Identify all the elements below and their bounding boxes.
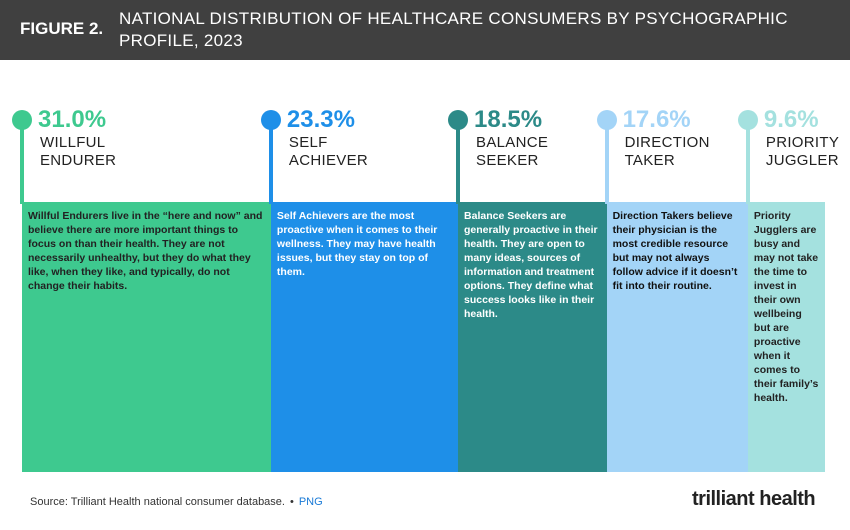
segment-percent-self-achiever: 23.3%: [286, 106, 355, 133]
segment-percent-direction-taker: 17.6%: [622, 106, 691, 133]
segment-name-direction-taker: DIRECTION TAKER: [625, 134, 710, 170]
segment-name-line2: ACHIEVER: [288, 152, 369, 169]
segment-pin-dot-willful-endurer: [12, 110, 32, 130]
segment-name-line2: JUGGLER: [765, 152, 839, 169]
segment-description-willful-endurer: Willful Endurers live in the “here and n…: [28, 210, 263, 292]
segment-pin-dot-balance-seeker: [448, 110, 469, 130]
segment-name-balance-seeker: BALANCE SEEKER: [476, 134, 548, 170]
segment-bar-priority-juggler: Priority Jugglers are busy and may not t…: [747, 202, 825, 472]
source-text: Source: Trilliant Health national consum…: [30, 496, 285, 508]
segment-description-direction-taker: Direction Takers believe their physician…: [612, 210, 738, 292]
segment-percent-balance-seeker: 18.5%: [474, 106, 543, 133]
segment-bar-direction-taker: Direction Takers believe their physician…: [606, 202, 748, 472]
segment-name-self-achiever: SELF ACHIEVER: [289, 134, 368, 170]
segment-pin-line-willful-endurer: [20, 122, 24, 204]
segment-percent-priority-juggler: 9.6%: [763, 106, 819, 133]
segment-bar-willful-endurer: Willful Endurers live in the “here and n…: [22, 202, 271, 472]
trilliant-health-logo: trilliant health: [692, 488, 816, 510]
segment-name-line1: BALANCE: [476, 134, 549, 151]
segment-bar-balance-seeker: Balance Seekers are generally proactive …: [458, 202, 607, 472]
segment-name-line1: WILLFUL: [40, 134, 106, 151]
segment-description-self-achiever: Self Achievers are the most proactive wh…: [276, 210, 438, 278]
figure-header: FIGURE 2. NATIONAL DISTRIBUTION OF HEALT…: [0, 0, 850, 60]
segment-name-willful-endurer: WILLFUL ENDURER: [40, 134, 116, 170]
segment-name-line2: ENDURER: [40, 152, 117, 169]
segment-name-line2: TAKER: [624, 152, 675, 169]
segment-pin-line-priority-juggler: [745, 122, 750, 204]
segment-description-priority-juggler: Priority Jugglers are busy and may not t…: [753, 210, 819, 404]
segment-description-balance-seeker: Balance Seekers are generally proactive …: [464, 210, 598, 320]
source-note: Source: Trilliant Health national consum…: [30, 496, 323, 508]
segment-pin-dot-priority-juggler: [737, 110, 758, 130]
segment-pin-dot-self-achiever: [260, 110, 281, 130]
segment-name-line1: PRIORITY: [765, 134, 840, 151]
segment-name-line1: DIRECTION: [624, 134, 710, 151]
figure-label: FIGURE 2.: [20, 19, 104, 38]
segment-pin-line-direction-taker: [604, 122, 609, 204]
segment-name-line1: SELF: [288, 134, 328, 151]
segment-name-line2: SEEKER: [476, 152, 539, 169]
segment-percent-willful-endurer: 31.0%: [38, 106, 107, 133]
segment-pin-line-balance-seeker: [456, 122, 461, 204]
source-separator: •: [289, 496, 294, 508]
segment-bar-self-achiever: Self Achievers are the most proactive wh…: [270, 202, 459, 472]
figure-title: NATIONAL DISTRIBUTION OF HEALTHCARE CONS…: [119, 9, 788, 50]
png-link[interactable]: PNG: [298, 496, 323, 508]
segment-name-priority-juggler: PRIORITY JUGGLER: [766, 134, 839, 170]
segment-pin-dot-direction-taker: [596, 110, 617, 130]
segment-pin-line-self-achiever: [268, 122, 273, 204]
